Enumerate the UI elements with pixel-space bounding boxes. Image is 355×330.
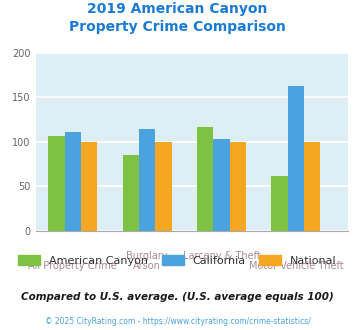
Text: Burglary: Burglary <box>126 250 168 261</box>
Text: 2019 American Canyon: 2019 American Canyon <box>87 2 268 16</box>
Bar <box>139 129 155 231</box>
Bar <box>81 142 97 231</box>
Bar <box>213 139 230 231</box>
Bar <box>155 142 171 231</box>
Text: Larceny & Theft: Larceny & Theft <box>182 250 260 261</box>
Text: All Property Crime: All Property Crime <box>28 261 117 271</box>
Bar <box>271 176 288 231</box>
Bar <box>122 155 139 231</box>
Text: Property Crime Comparison: Property Crime Comparison <box>69 20 286 34</box>
Bar <box>230 142 246 231</box>
Text: © 2025 CityRating.com - https://www.cityrating.com/crime-statistics/: © 2025 CityRating.com - https://www.city… <box>45 317 310 326</box>
Bar <box>288 86 304 231</box>
Legend: American Canyon, California, National: American Canyon, California, National <box>14 251 341 271</box>
Bar <box>48 136 65 231</box>
Text: Motor Vehicle Theft: Motor Vehicle Theft <box>248 261 343 271</box>
Bar <box>65 132 81 231</box>
Bar <box>197 127 213 231</box>
Text: Arson: Arson <box>133 261 161 271</box>
Text: Compared to U.S. average. (U.S. average equals 100): Compared to U.S. average. (U.S. average … <box>21 292 334 302</box>
Bar <box>304 142 320 231</box>
